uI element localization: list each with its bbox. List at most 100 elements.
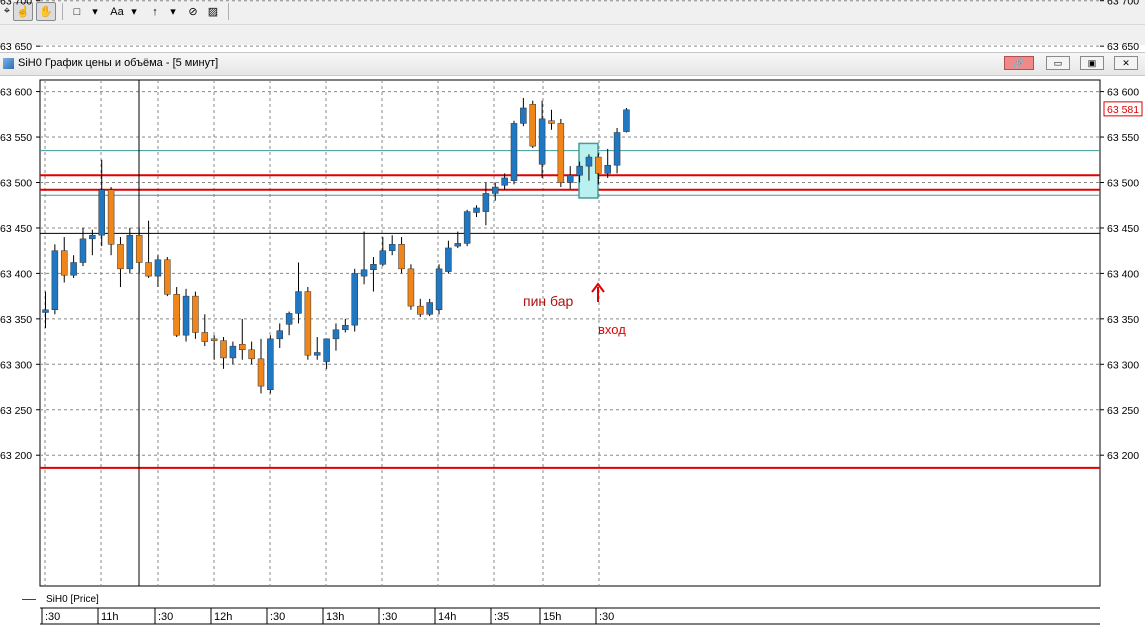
candle-body [379,250,387,265]
candle-body [398,244,405,270]
candle-body [557,123,565,183]
y-tick-label-left: 63 700 [0,0,32,8]
toolbar-separator [228,3,229,20]
y-tick-label-left: 63 350 [0,314,32,326]
candle-body [135,234,143,263]
entry-label: вход [598,322,626,337]
candle-body [60,250,68,276]
y-tick-label-right: 63 600 [1107,87,1139,99]
candle-body [548,120,555,124]
x-tick-label: 14h [438,611,456,623]
y-tick-label-left: 63 400 [0,268,32,280]
x-tick-label: :30 [270,611,285,623]
pan-tool-icon[interactable]: ☝ [13,2,33,21]
candle-body [520,107,527,124]
candle-body [407,268,415,307]
y-tick-label-right: 63 650 [1107,41,1139,53]
candle-body [182,295,190,336]
candle-body [89,234,96,240]
arrow-tool-icon[interactable]: ↑ [152,5,158,18]
legend-label: SiH0 [Price] [46,594,99,605]
candle-body [173,294,180,336]
candle-body [229,345,237,359]
y-tick-label-right: 63 400 [1107,268,1139,280]
toolbar-gap [0,25,1145,45]
text-dropdown-icon[interactable]: ▾ [131,6,137,18]
hide-drawings-icon[interactable]: ⊘ [188,6,198,18]
candle-body [454,243,462,247]
x-tick-label: :30 [158,611,173,623]
candle-body [595,156,602,174]
legend-swatch [22,599,36,600]
pin-bar-label: пин бар [523,293,574,309]
last-price-label: 63 581 [1107,104,1139,116]
candle-body [304,291,312,356]
candle-body [42,309,49,313]
candle-body [154,259,162,277]
select-tool-icon[interactable]: ⌖ [3,5,11,17]
restore-button[interactable]: ▣ [1080,56,1104,70]
close-icon: ✕ [1122,57,1130,68]
chart-legend: SiH0 [Price] [22,594,99,605]
last-price-tag [1103,101,1143,117]
candle-body [267,338,274,391]
candle-body [220,340,227,359]
candle-body [351,273,358,326]
text-tool-label[interactable]: Aa [110,5,124,18]
x-tick-label: :30 [599,611,614,623]
candle-body [239,344,246,351]
rectangle-dropdown-icon[interactable]: ▾ [92,6,98,18]
close-button[interactable]: ✕ [1114,56,1138,70]
x-tick-label: :30 [45,611,60,623]
candle-body [585,156,593,167]
x-tick-label: 15h [543,611,561,623]
candle-body [313,352,321,356]
candle-body [70,262,77,276]
candle-body [426,302,433,315]
candle-body [576,165,583,176]
candle-body [257,358,265,387]
candle-body [107,189,115,245]
candle-body [285,313,293,325]
x-tick-label: :30 [382,611,397,623]
candle-body [482,193,490,212]
candle-body [623,109,630,132]
x-tick-label: 12h [214,611,232,623]
link-button[interactable]: 🔗 [1004,56,1034,70]
y-tick-label-right: 63 500 [1107,178,1139,190]
candle-body [492,186,499,194]
y-tick-label-left: 63 500 [0,178,32,190]
candle-body [145,262,152,277]
candle-body [538,118,546,165]
candle-body [370,264,377,271]
candle-body [332,329,340,340]
link-icon: 🔗 [1013,57,1025,68]
y-tick-label-left: 63 300 [0,359,32,371]
app-icon [3,58,14,69]
hand-tool-icon[interactable]: ✋ [36,2,56,21]
y-tick-label-left: 63 550 [0,132,32,144]
rectangle-tool-icon[interactable]: □ [73,5,81,18]
y-tick-label-right: 63 350 [1107,314,1139,326]
arrow-dropdown-icon[interactable]: ▾ [170,6,176,18]
window-title: SiH0 График цены и объёма - [5 минут] [18,57,219,69]
candle-body [117,244,124,270]
minimize-button[interactable]: ▭ [1046,56,1070,70]
candle-body [529,104,536,147]
y-tick-label-right: 63 250 [1107,405,1139,417]
entry-arrow-head [591,282,605,293]
candle-body [473,207,480,213]
candle-body [248,349,255,360]
x-tick-label: 13h [326,611,344,623]
candle-body [417,305,424,315]
delete-drawings-icon[interactable]: ▨ [207,6,219,18]
candle-body [360,269,368,277]
candle-body [342,324,349,331]
candle-body [323,338,330,362]
candle-body [79,238,87,263]
x-tick-label: :35 [494,611,509,623]
minimize-icon: ▭ [1053,57,1063,68]
y-tick-label-left: 63 450 [0,223,32,235]
candle-body [463,211,471,244]
